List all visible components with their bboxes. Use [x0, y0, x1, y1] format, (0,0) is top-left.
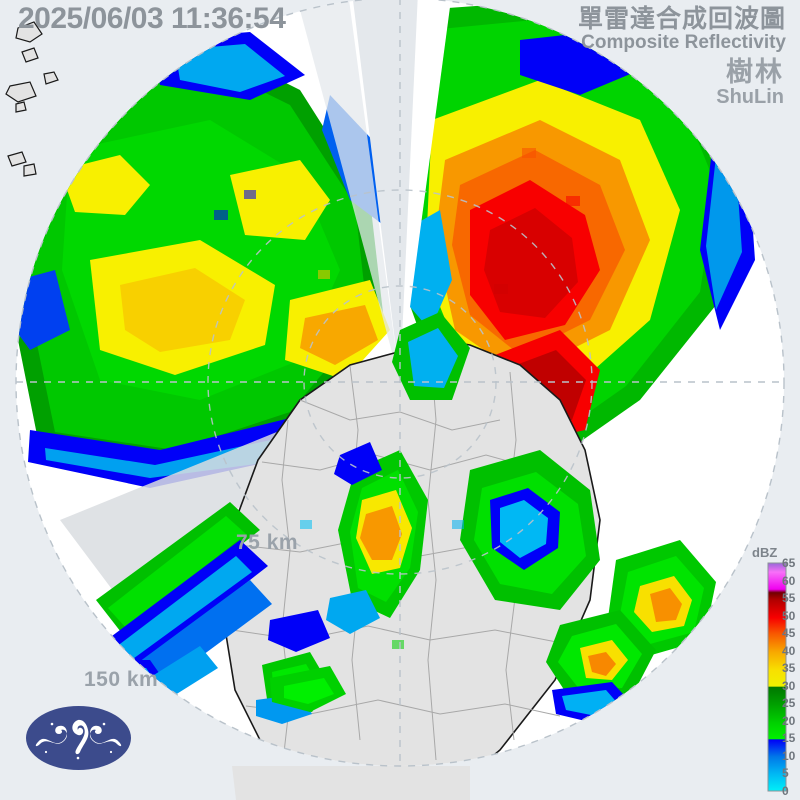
colorbar-tick-25: 25	[782, 696, 796, 711]
radar-site-english: ShuLin	[716, 86, 784, 109]
colorbar-tick-40: 40	[782, 643, 796, 658]
radar-site-name: 樹林 ShuLin	[716, 58, 784, 109]
range-rings	[15, 0, 785, 767]
colorbar-tick-60: 60	[782, 573, 796, 588]
timestamp-label: 2025/06/03 11:36:54	[18, 2, 286, 35]
colorbar-tick-45: 45	[782, 626, 796, 641]
range-ring-label-75km: 75 km	[236, 531, 299, 554]
colorbar-tick-0: 0	[782, 784, 789, 798]
reflectivity-colorbar	[767, 562, 787, 792]
range-ring-label-150km: 150 km	[84, 668, 159, 691]
echo-northwest	[16, 32, 390, 488]
colorbar-tick-65: 65	[782, 556, 796, 570]
colorbar-tick-5: 5	[782, 766, 789, 781]
wave-mark-icon	[35, 719, 122, 760]
logo-ellipse	[26, 706, 131, 770]
product-title-chinese: 單雷達合成回波圖	[577, 5, 786, 33]
cwa-logo	[26, 706, 131, 770]
colorbar-panel: dBZ 65 60 55 50 45 40 35 30 25 20 15 10 5 0	[750, 545, 800, 798]
echo-speckle	[176, 148, 580, 649]
colorbar-tick-30: 30	[782, 678, 796, 693]
colorbar-unit-label: dBZ	[752, 545, 778, 560]
echo-southeast-cells	[270, 450, 716, 724]
outside-disc-land	[5, 21, 470, 800]
product-title-english: Composite Reflectivity	[581, 32, 786, 54]
colorbar-tick-10: 10	[782, 748, 796, 763]
product-title: 單雷達合成回波圖 Composite Reflectivity	[578, 6, 786, 54]
echo-field	[16, 0, 755, 766]
colorbar-tick-50: 50	[782, 608, 796, 623]
colorbar-tick-55: 55	[782, 591, 796, 606]
colorbar-tick-35: 35	[782, 661, 796, 676]
colorbar-tick-labels: 65 60 55 50 45 40 35 30 25 20 15 10 5 0	[782, 556, 800, 798]
beam-blockage-wedges	[60, 0, 452, 600]
colorbar-tick-20: 20	[782, 713, 796, 728]
radar-site-chinese: 樹林	[726, 57, 784, 87]
colorbar-tick-15: 15	[782, 731, 796, 746]
